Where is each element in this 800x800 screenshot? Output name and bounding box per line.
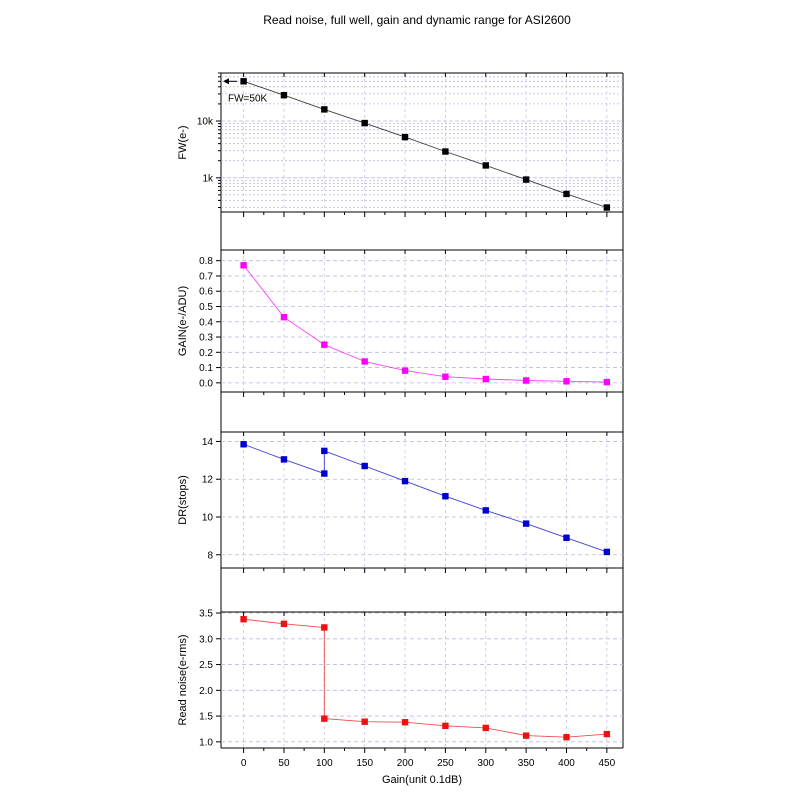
data-point — [442, 373, 449, 380]
panel-dr: 8 10 12 14 DR(stops) — [177, 431, 623, 573]
y-axis-label: DR(stops) — [177, 475, 189, 525]
data-point — [321, 470, 328, 477]
data-point — [442, 148, 449, 155]
y-tick-label: 12 — [202, 475, 214, 486]
data-point — [401, 477, 409, 485]
x-tick-label: 100 — [316, 758, 333, 769]
y-tick-label: 8 — [207, 550, 213, 561]
panel-gain: 0.0 0.1 0.2 0.3 0.4 0.5 0.6 0.7 0.8 GAIN(e-/ADU) — [177, 249, 623, 397]
data-point — [321, 447, 328, 455]
y-axis-label: FW(e-) — [177, 125, 189, 159]
panel-rn: 1.0 1.5 2.0 2.5 3.0 3.5 Read noise(e-rms) — [177, 609, 623, 753]
x-tick-label: 200 — [397, 758, 414, 769]
data-point — [563, 733, 570, 741]
data-point — [280, 91, 288, 99]
y-tick-label: 10 — [202, 513, 214, 524]
data-point — [522, 176, 530, 183]
series-line — [243, 443, 608, 553]
data-point — [482, 375, 489, 383]
y-tick-label: 0.1 — [199, 363, 213, 374]
data-point — [240, 262, 247, 269]
data-point — [240, 441, 247, 448]
x-tick-label: 250 — [437, 758, 454, 769]
data-point — [280, 313, 288, 321]
y-tick-label: 2.5 — [199, 660, 213, 671]
data-point — [361, 119, 368, 127]
y-tick-label: 1k — [202, 173, 214, 184]
data-point — [603, 730, 611, 738]
annotation-label: FW=50K — [228, 93, 268, 104]
data-point — [321, 341, 328, 348]
y-axis-label: Read noise(e-rms) — [177, 634, 189, 725]
series-line — [243, 265, 607, 383]
y-tick-label: 0.8 — [199, 256, 213, 267]
series-line — [243, 80, 608, 208]
y-tick-label: 1.0 — [199, 737, 213, 748]
data-point — [361, 462, 368, 470]
data-point — [361, 718, 368, 725]
y-tick-label: 0.7 — [199, 271, 213, 282]
panel-fw: 1k 10k FW(e-) FW=50K — [177, 72, 623, 217]
data-point — [321, 715, 328, 722]
y-tick-label: 0.0 — [199, 378, 213, 389]
data-point — [240, 616, 247, 623]
y-tick-label: 0.6 — [199, 287, 213, 298]
x-tick-label: 50 — [278, 758, 290, 769]
x-tick-label: 400 — [558, 758, 575, 769]
y-tick-label: 1.5 — [199, 712, 213, 723]
y-tick-label: 14 — [202, 437, 214, 448]
data-point — [603, 548, 611, 556]
y-tick-label: 3.5 — [199, 609, 213, 620]
y-tick-label: 2.0 — [199, 686, 213, 697]
y-tick-label: 0.2 — [199, 348, 213, 359]
data-point — [482, 724, 489, 732]
data-point — [401, 133, 409, 141]
x-tick-label: 150 — [356, 758, 373, 769]
data-point — [442, 722, 449, 730]
data-point — [522, 732, 530, 739]
x-tick-label: 350 — [518, 758, 535, 769]
data-point — [603, 204, 611, 211]
y-tick-label: 10k — [197, 117, 214, 128]
data-point — [280, 456, 288, 463]
data-point — [321, 624, 328, 631]
data-point — [563, 190, 570, 198]
data-point — [240, 78, 247, 85]
x-tick-label: 0 — [241, 758, 247, 769]
data-point — [603, 378, 611, 386]
x-tick-label: 450 — [599, 758, 616, 769]
data-point — [482, 162, 489, 169]
data-point — [401, 719, 409, 726]
data-point — [280, 620, 288, 628]
data-point — [563, 378, 570, 385]
y-axis-label: GAIN(e-/ADU) — [177, 286, 189, 356]
x-axis-label: Gain(unit 0.1dB) — [382, 774, 462, 786]
chart-title: Read noise, full well, gain and dynamic … — [263, 13, 571, 27]
y-tick-label: 0.5 — [199, 302, 213, 313]
data-point — [361, 358, 368, 365]
arrow-head-icon — [223, 78, 229, 85]
data-point — [442, 493, 449, 500]
data-point — [522, 520, 530, 527]
y-tick-label: 3.0 — [199, 634, 213, 645]
data-point — [522, 377, 530, 384]
data-point — [482, 507, 489, 514]
data-point — [321, 106, 328, 113]
data-point — [401, 367, 409, 374]
series-line — [243, 618, 607, 738]
x-tick-label: 300 — [477, 758, 494, 769]
data-point — [563, 534, 570, 541]
y-tick-label: 0.3 — [199, 333, 213, 344]
y-tick-label: 0.4 — [199, 317, 213, 328]
